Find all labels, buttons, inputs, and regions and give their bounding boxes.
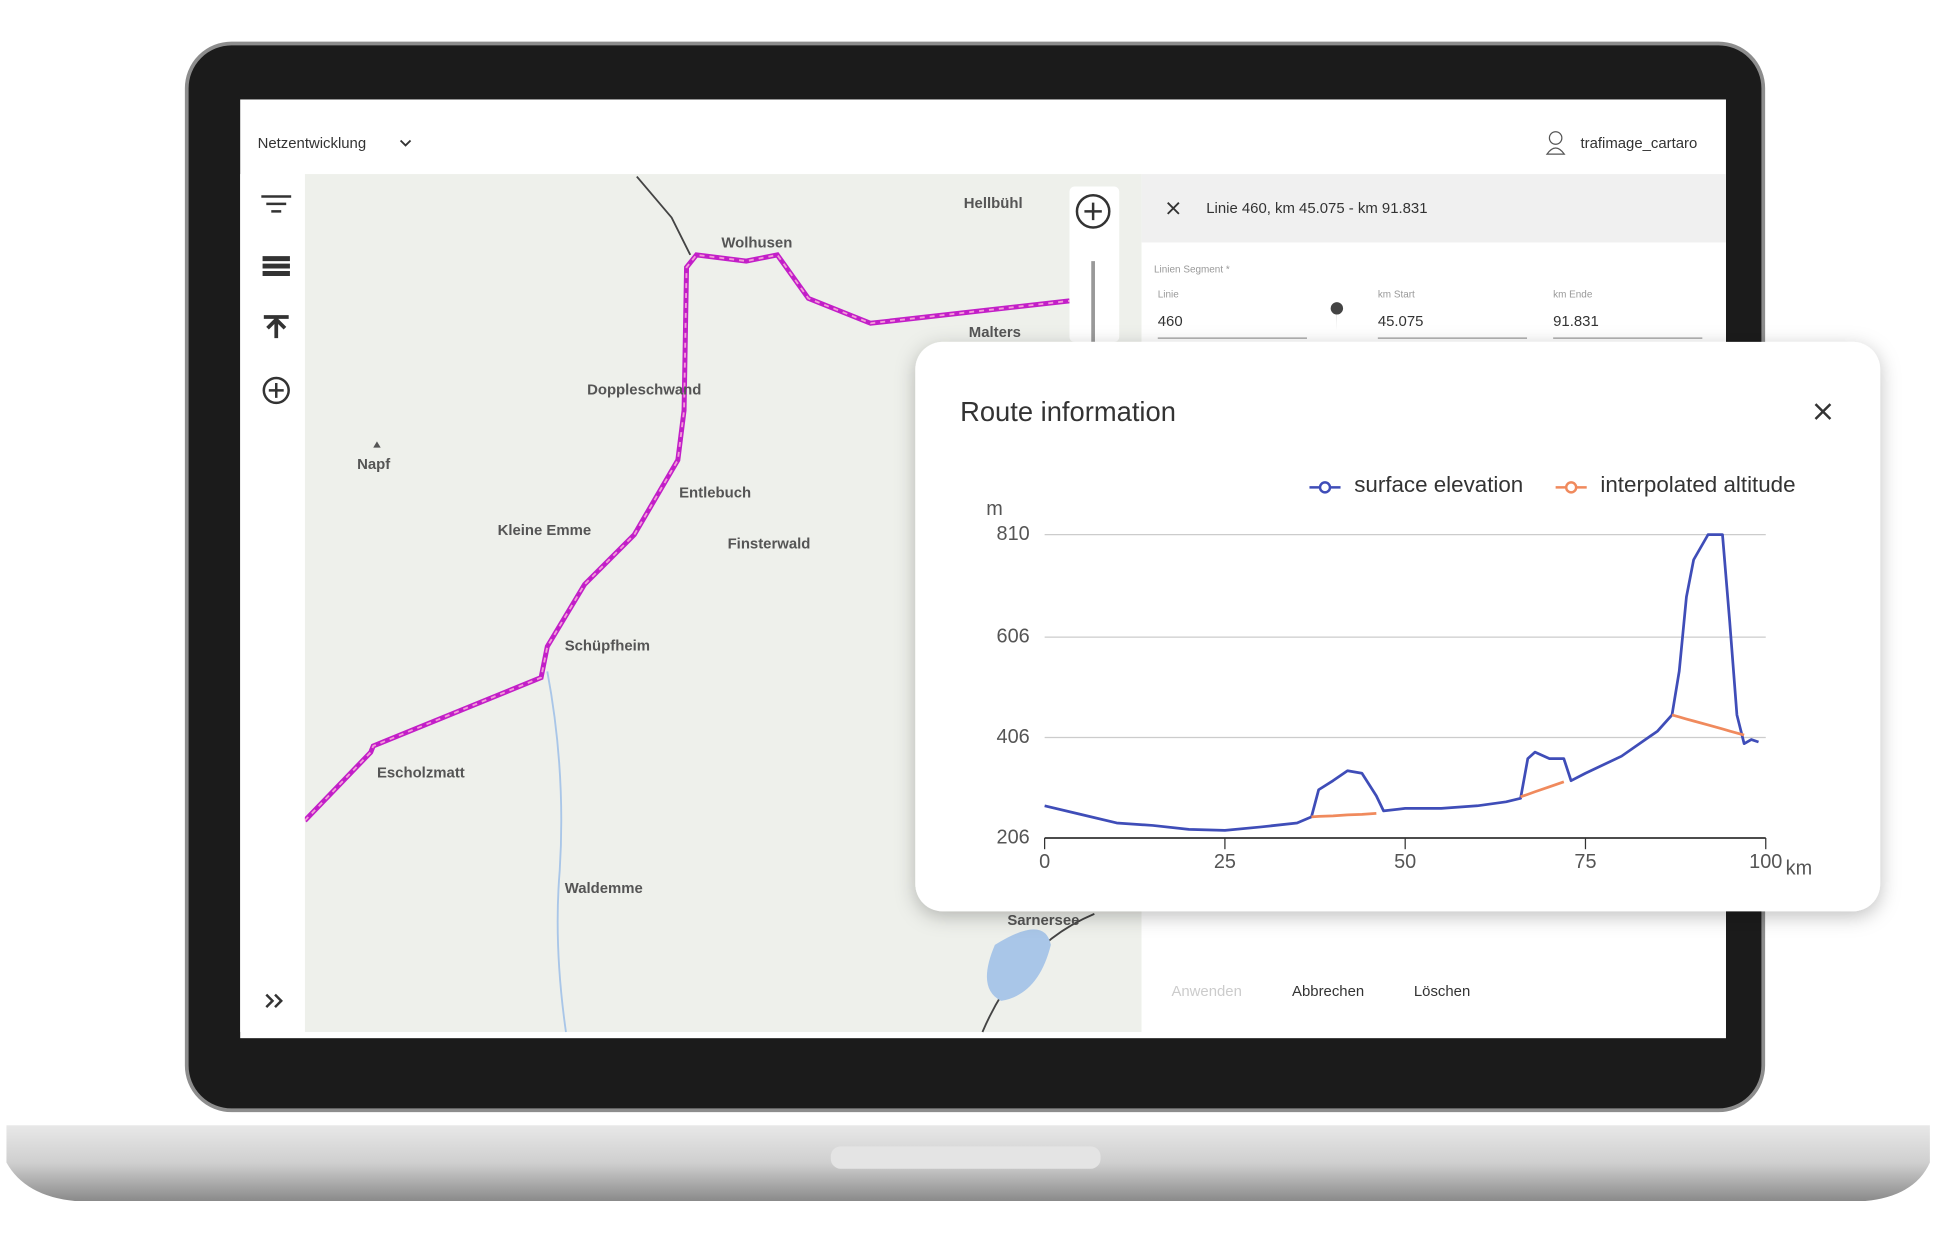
user-name[interactable]: trafimage_cartaro xyxy=(1580,136,1697,152)
location-icon[interactable] xyxy=(1330,302,1344,331)
dialog-title: Route information xyxy=(960,396,1176,427)
x-tick-label: 25 xyxy=(1214,851,1236,873)
map-label: Napf xyxy=(357,457,390,473)
river xyxy=(546,671,567,1033)
laptop-notch xyxy=(830,1146,1101,1169)
route-info-dialog xyxy=(915,341,1881,912)
map-labels: Hellbühl Wolhusen Malters Doppleschwand Napf… xyxy=(357,196,1079,929)
y-tick-label: 606 xyxy=(997,625,1030,647)
form-fields: Linie 460 km Start 45.075 km Ende 91.831 xyxy=(1157,289,1703,339)
peak-marker xyxy=(373,441,381,448)
expand-button[interactable] xyxy=(265,993,283,1008)
map-label: Malters xyxy=(969,325,1021,341)
zoom-in-icon xyxy=(1084,202,1102,221)
map-label: Kleine Emme xyxy=(498,523,592,539)
legend-swatch xyxy=(1564,481,1578,494)
field-value[interactable]: 460 xyxy=(1158,314,1183,330)
filter-button[interactable] xyxy=(261,195,292,213)
y-axis-label: m xyxy=(986,498,1003,520)
field-label: Linie xyxy=(1158,289,1179,300)
form-buttons: Anwenden Abbrechen Löschen xyxy=(1171,984,1470,1000)
field-label: km Ende xyxy=(1553,289,1593,300)
map-label: Escholzmatt xyxy=(377,765,465,781)
x-tick-label: 50 xyxy=(1394,851,1416,873)
series-line xyxy=(1311,713,1745,819)
form-button[interactable]: Abbrechen xyxy=(1292,984,1364,1000)
dropdown-icon xyxy=(399,139,412,147)
map-label: Entlebuch xyxy=(679,486,751,502)
upload-button[interactable] xyxy=(263,315,289,339)
panel-close[interactable] xyxy=(1167,202,1180,215)
x-tick-label: 75 xyxy=(1574,851,1596,873)
y-tick-label: 406 xyxy=(997,726,1030,748)
form-button[interactable]: Löschen xyxy=(1414,984,1470,1000)
list-button[interactable] xyxy=(262,256,290,277)
legend-label[interactable]: surface elevation xyxy=(1354,472,1523,497)
series-line xyxy=(1044,533,1759,832)
legend-label[interactable]: interpolated altitude xyxy=(1600,472,1795,497)
map-label: Wolhusen xyxy=(721,236,792,252)
dialog-close[interactable] xyxy=(1814,403,1832,420)
map-label: Doppleschwand xyxy=(587,382,701,398)
panel-title: Linie 460, km 45.075 - km 91.831 xyxy=(1206,201,1427,217)
y-tick-label: 810 xyxy=(997,523,1030,545)
field-value[interactable]: 45.075 xyxy=(1378,314,1424,330)
x-tick-label: 100 xyxy=(1749,851,1782,873)
segment-label: Linien Segment * xyxy=(1154,264,1230,275)
map-label: Waldemme xyxy=(565,881,643,897)
chart: 206 406 606 810 0 25 50 75 100 surface elevation i… xyxy=(997,472,1796,873)
user-icon xyxy=(1548,131,1563,145)
x-tick-label: 0 xyxy=(1039,851,1050,873)
workspace-menu[interactable]: Netzentwicklung xyxy=(258,136,367,152)
legend-swatch xyxy=(1318,481,1332,494)
add-button-icon xyxy=(268,382,284,398)
map-label: Hellbühl xyxy=(964,196,1023,212)
map-label: Sarnersee xyxy=(1007,913,1079,929)
map-label: Finsterwald xyxy=(728,537,811,553)
lake xyxy=(986,929,1051,1001)
y-tick-label: 206 xyxy=(997,826,1030,848)
panel-header xyxy=(1141,174,1726,243)
field-value[interactable]: 91.831 xyxy=(1553,314,1599,330)
toolbar xyxy=(240,174,305,1032)
route-line xyxy=(304,253,1070,822)
add-button[interactable] xyxy=(262,376,290,405)
x-axis-label: km xyxy=(1786,857,1813,879)
user-icon xyxy=(1545,147,1566,155)
map-label: Schüpfheim xyxy=(565,638,650,654)
field-label: km Start xyxy=(1378,289,1415,300)
form-button[interactable]: Anwenden xyxy=(1171,984,1241,1000)
railway xyxy=(636,175,692,256)
